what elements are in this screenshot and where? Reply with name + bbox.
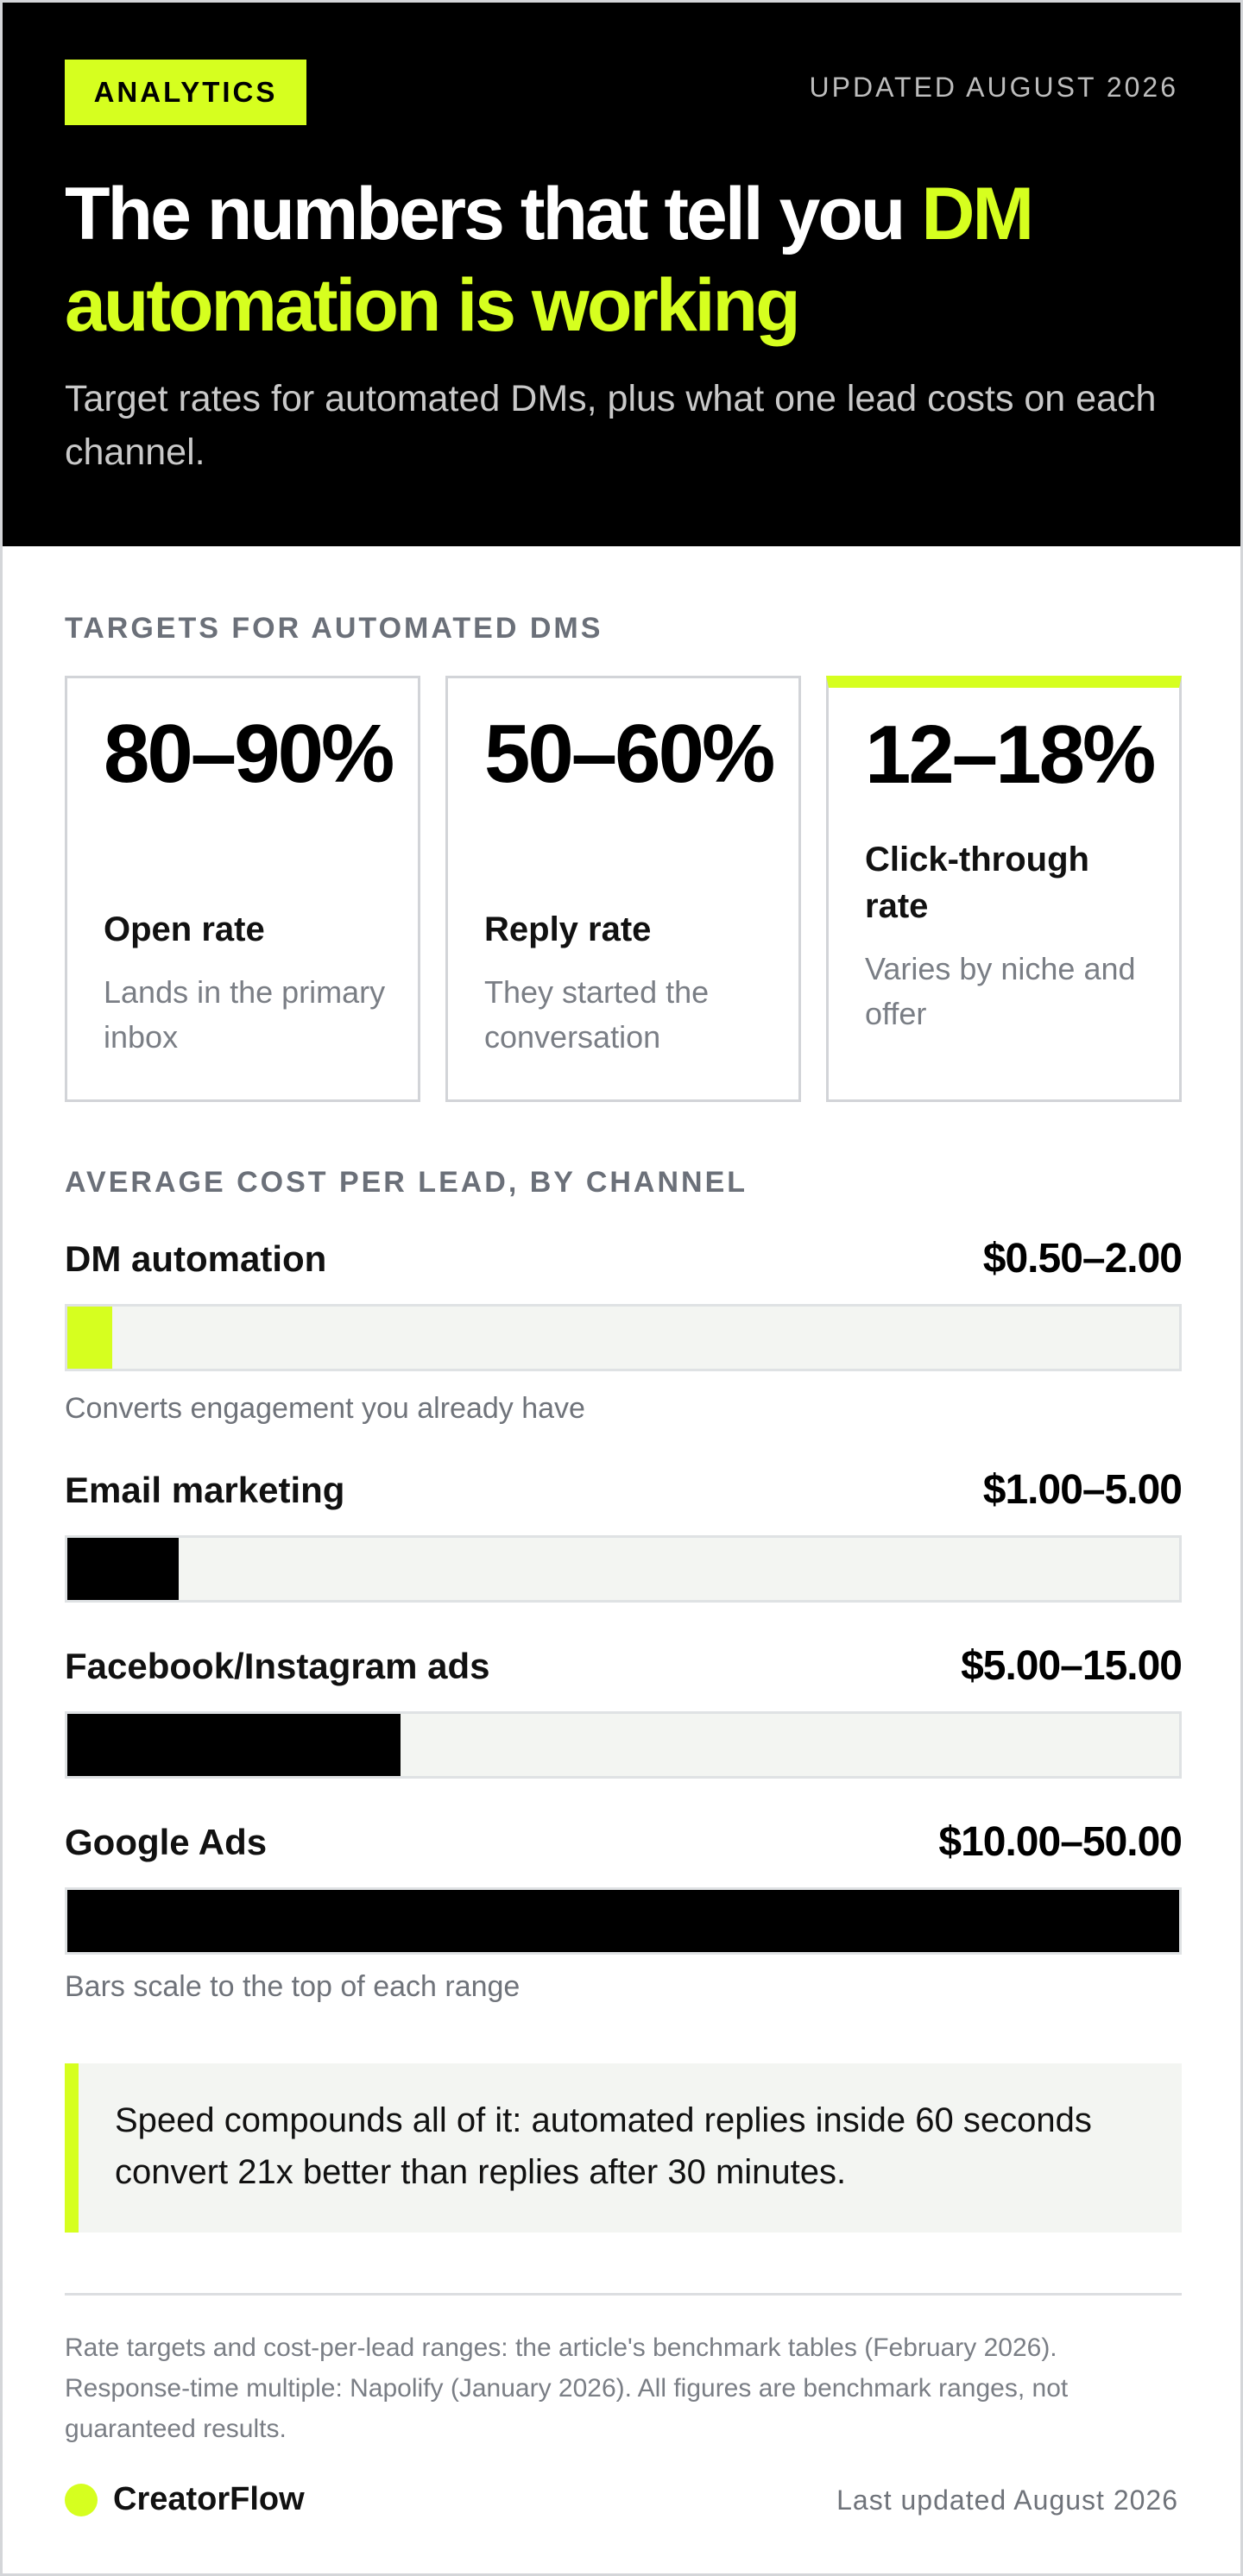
kpi-title: Click-through rate <box>865 841 1089 925</box>
brand-logo: CreatorFlow <box>65 2481 305 2518</box>
callout-text: Speed compounds all of it: automated rep… <box>115 2101 1092 2191</box>
kpi-card-open-rate: 80–90% Open rate Lands in the primary in… <box>65 676 420 1102</box>
targets-section-label: TARGETS FOR AUTOMATED DMS <box>65 612 603 645</box>
updated-date: UPDATED AUGUST 2026 <box>809 72 1178 103</box>
bar-value-label: $10.00–50.00 <box>938 1819 1183 1865</box>
bar-category-label: Facebook/Instagram ads <box>65 1646 490 1686</box>
kpi-description: They started the conversation <box>484 974 710 1055</box>
bar <box>67 1890 1179 1952</box>
hero-header: ANALYTICS UPDATED AUGUST 2026 The number… <box>3 3 1240 546</box>
kpi-title: Open rate <box>104 910 265 948</box>
kpi-description: Lands in the primary inbox <box>104 974 386 1055</box>
callout-box: Speed compounds all of it: automated rep… <box>65 2063 1182 2233</box>
last-updated: Last updated August 2026 <box>836 2485 1178 2516</box>
kpi-description: Varies by niche and offer <box>865 951 1136 1031</box>
bar <box>67 1714 401 1776</box>
kpi-card-click-through-rate: 12–18% Click-through rate Varies by nich… <box>826 676 1182 1102</box>
scale-note: Bars scale to the top of each range <box>65 1970 521 2003</box>
brand-name: CreatorFlow <box>113 2481 305 2517</box>
brand-dot-icon <box>65 2483 98 2516</box>
bar <box>67 1307 112 1369</box>
costs-section-label: AVERAGE COST PER LEAD, BY CHANNEL <box>65 1166 748 1199</box>
bar-note: Converts engagement you already have <box>65 1392 585 1425</box>
bar-track <box>65 1887 1182 1955</box>
kpi-title: Reply rate <box>484 910 652 948</box>
bar-value-label: $0.50–2.00 <box>982 1236 1183 1282</box>
bar-category-label: DM automation <box>65 1238 327 1279</box>
kpi-card-reply-rate: 50–60% Reply rate They started the conve… <box>445 676 801 1102</box>
source-note: Rate targets and cost-per-lead ranges: t… <box>65 2334 1069 2443</box>
bar-value-label: $1.00–5.00 <box>982 1467 1183 1513</box>
category-badge: ANALYTICS <box>65 60 306 125</box>
kpi-value: 80–90% <box>104 708 394 800</box>
bar-category-label: Email marketing <box>65 1470 345 1510</box>
kpi-value: 50–60% <box>484 708 775 800</box>
bar-track <box>65 1535 1182 1603</box>
bar-category-label: Google Ads <box>65 1822 268 1862</box>
bar-track <box>65 1304 1182 1371</box>
page-subtitle: Target rates for automated DMs, plus wha… <box>65 378 1157 473</box>
bar-value-label: $5.00–15.00 <box>961 1643 1183 1689</box>
page-title: The numbers that tell you DM automation … <box>65 168 1187 351</box>
headline-accent: DM automation is working <box>65 173 1034 347</box>
kpi-value: 12–18% <box>865 709 1156 801</box>
bar <box>67 1538 179 1600</box>
footer-divider <box>65 2293 1182 2296</box>
bar-track <box>65 1711 1182 1779</box>
headline-plain: The numbers that tell you <box>65 173 922 255</box>
